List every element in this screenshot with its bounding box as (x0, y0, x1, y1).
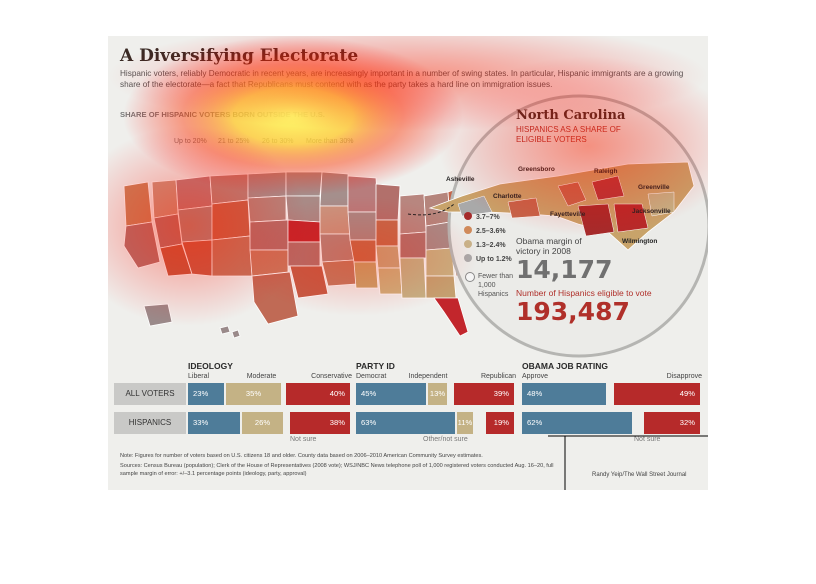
sources-text: Sources: Census Bureau (population); Cle… (120, 463, 554, 477)
row-label: HISPANICS (114, 412, 186, 434)
bar-segment: 48% (522, 383, 606, 405)
note-text: Note: Figures for number of voters based… (120, 453, 483, 459)
segment-label: Independent (408, 373, 448, 380)
bar-segment: 13% (428, 383, 447, 405)
group-title: OBAMA JOB RATING (522, 361, 608, 371)
bar-segment: 45% (356, 383, 426, 405)
bar-segment: 40% (286, 383, 350, 405)
bar-segment: 39% (454, 383, 514, 405)
segment-label: Liberal (188, 373, 210, 380)
bar-segment: 38% (290, 412, 350, 434)
not-sure-label: Other/not sure (423, 436, 468, 443)
group-title: PARTY ID (356, 361, 395, 371)
not-sure-label: Not sure (634, 436, 661, 443)
bar-segment: 35% (226, 383, 281, 405)
segment-label: Approve (522, 373, 549, 380)
notes: Note: Figures for number of voters based… (120, 452, 560, 478)
bar-segment: 32% (644, 412, 700, 434)
bar-segment: 63% (356, 412, 455, 434)
bar-segment: 19% (486, 412, 514, 434)
row-label: ALL VOTERS (114, 383, 186, 405)
city-label: Wilmington (622, 238, 658, 245)
segment-label: Republican (480, 373, 516, 380)
segment-label: Disapprove (666, 373, 702, 380)
credit: Randy Yeip/The Wall Street Journal (592, 472, 687, 478)
bar-segment: 23% (188, 383, 224, 405)
hispanics-eligible-label: Number of Hispanics eligible to vote (516, 288, 652, 298)
not-sure-label: Not sure (290, 436, 317, 443)
obama-margin-label: Obama margin of victory in 2008 (516, 236, 582, 256)
segment-label: Moderate (246, 373, 277, 380)
bar-segment: 62% (522, 412, 632, 434)
segment-label: Democrat (356, 373, 387, 380)
bar-segment: 26% (242, 412, 283, 434)
obama-margin-value: 14,177 (516, 255, 613, 284)
hispanics-eligible-value: 193,487 (516, 297, 630, 326)
group-title: IDEOLOGY (188, 361, 233, 371)
segment-label: Conservative (311, 373, 352, 380)
bar-segment: 49% (614, 383, 700, 405)
bar-segment: 11% (457, 412, 473, 434)
bar-segment: 33% (188, 412, 240, 434)
